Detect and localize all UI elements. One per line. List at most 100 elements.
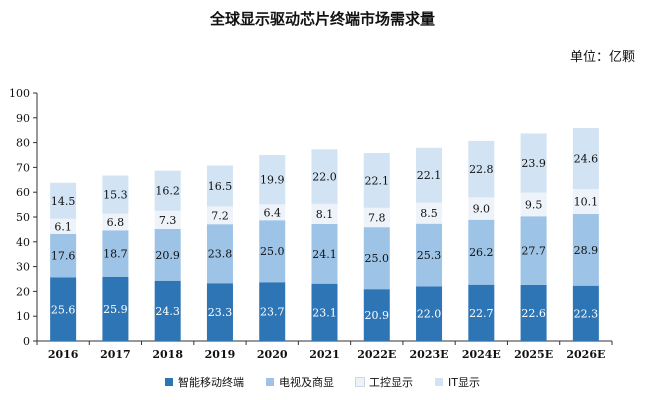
bar-segment xyxy=(416,202,443,224)
bar-segment xyxy=(520,284,547,341)
data-label: 25.0 xyxy=(260,245,285,258)
bar-segment xyxy=(154,228,181,281)
bar-segment xyxy=(468,284,495,341)
bar-segment xyxy=(154,170,181,211)
data-label: 27.7 xyxy=(521,245,546,258)
x-tick-label: 2021 xyxy=(309,348,340,361)
bar-segment xyxy=(102,230,129,277)
bar-segment xyxy=(206,165,233,207)
bars-layer xyxy=(50,127,599,341)
data-label: 7.2 xyxy=(211,209,229,222)
bar-segment xyxy=(363,153,390,208)
data-label: 24.6 xyxy=(574,152,599,165)
data-label: 22.0 xyxy=(312,171,337,184)
y-tick-label: 20 xyxy=(16,285,30,298)
data-label: 25.6 xyxy=(51,303,76,316)
data-label: 24.3 xyxy=(155,305,180,318)
data-label: 20.9 xyxy=(365,309,390,322)
bar-segment xyxy=(416,223,443,287)
bar-segment xyxy=(50,233,77,278)
x-tick-label: 2017 xyxy=(100,348,131,361)
chart-title: 全球显示驱动芯片终端市场需求量 xyxy=(209,10,435,28)
data-label: 22.7 xyxy=(469,307,494,320)
bar-segment xyxy=(102,213,129,231)
bar-segment xyxy=(50,182,77,219)
bar-segment xyxy=(206,224,233,284)
bar-segment xyxy=(572,188,599,215)
data-label: 19.9 xyxy=(260,174,285,187)
data-label: 24.1 xyxy=(312,248,337,261)
bar-segment xyxy=(206,283,233,341)
data-label: 6.8 xyxy=(107,216,125,229)
legend-item: IT显示 xyxy=(435,374,480,390)
data-label: 8.1 xyxy=(316,208,334,221)
y-tick-label: 10 xyxy=(16,310,30,323)
data-label: 22.1 xyxy=(417,169,442,182)
data-label: 16.5 xyxy=(208,180,233,193)
bar-segment xyxy=(259,282,286,341)
bar-segment xyxy=(206,206,233,225)
y-tick-label: 60 xyxy=(16,186,30,199)
data-label: 9.0 xyxy=(473,203,491,216)
data-label: 22.3 xyxy=(574,307,599,320)
data-label: 23.8 xyxy=(208,248,233,261)
y-tick-label: 50 xyxy=(16,211,30,224)
legend-label: IT显示 xyxy=(448,376,480,389)
bar-segment xyxy=(311,203,338,224)
bar-segment xyxy=(468,219,495,285)
bar-segment xyxy=(311,149,338,204)
legend: 智能移动终端 电视及商显 工控显示 IT显示 xyxy=(0,374,645,390)
bar-segment xyxy=(572,127,599,189)
y-tick-label: 100 xyxy=(9,87,30,100)
data-label: 22.0 xyxy=(417,308,442,321)
bar-segment xyxy=(363,207,390,228)
legend-swatch xyxy=(165,378,174,386)
bar-segment xyxy=(468,140,495,198)
bar-segment xyxy=(363,227,390,290)
bar-segment xyxy=(259,204,286,221)
data-label: 15.3 xyxy=(103,189,128,202)
legend-item: 工控显示 xyxy=(355,374,413,390)
data-label: 18.7 xyxy=(103,248,128,261)
bar-segment xyxy=(50,277,77,341)
bar-segment xyxy=(520,216,547,285)
y-tick-label: 70 xyxy=(16,161,30,174)
bar-segment xyxy=(520,133,547,193)
labels-layer: 25.6 17.6 6.1 14.5 25.9 18.7 6.8 15.3 24.3 20.9 7.… xyxy=(51,152,598,322)
unit-label: 单位：亿颗 xyxy=(569,50,635,65)
x-tick-label: 2018 xyxy=(152,348,183,361)
legend-swatch xyxy=(355,377,366,387)
x-tick-label: 2023E xyxy=(410,348,449,361)
data-label: 10.1 xyxy=(574,196,599,209)
data-label: 7.8 xyxy=(368,211,386,224)
y-tick-label: 40 xyxy=(16,236,30,249)
legend-item: 电视及商显 xyxy=(266,374,334,390)
y-tick-label: 0 xyxy=(23,335,30,348)
x-tick-label: 2022E xyxy=(357,348,396,361)
legend-swatch xyxy=(435,378,444,386)
data-label: 22.8 xyxy=(469,163,494,176)
x-tick-label: 2020 xyxy=(257,348,288,361)
bar-segment xyxy=(572,214,599,286)
bar-segment xyxy=(468,197,495,220)
legend-label: 电视及商显 xyxy=(279,376,335,389)
data-label: 23.7 xyxy=(260,306,285,319)
stacked-bar-chart: 0 10 20 30 40 50 60 70 80 90 100 2016 2017 2018 2019 20… xyxy=(9,87,613,361)
data-label: 22.1 xyxy=(365,174,390,187)
y-tick-label: 90 xyxy=(16,112,30,125)
axis-layer: 0 10 20 30 40 50 60 70 80 90 100 2016 2017 2018 2019 20… xyxy=(9,87,613,361)
bar-segment xyxy=(520,192,547,217)
legend-label: 智能移动终端 xyxy=(178,376,245,389)
bar-segment xyxy=(154,210,181,229)
x-tick-label: 2026E xyxy=(566,348,605,361)
x-tick-label: 2024E xyxy=(462,348,501,361)
bar-segment xyxy=(259,220,286,283)
x-tick-label: 2025E xyxy=(514,348,553,361)
data-label: 6.4 xyxy=(263,206,281,219)
bar-segment xyxy=(572,285,599,341)
data-label: 16.2 xyxy=(155,185,180,198)
bar-segment xyxy=(259,155,286,205)
y-tick-label: 30 xyxy=(16,261,30,274)
data-label: 20.9 xyxy=(155,249,180,262)
bar-segment xyxy=(311,223,338,284)
